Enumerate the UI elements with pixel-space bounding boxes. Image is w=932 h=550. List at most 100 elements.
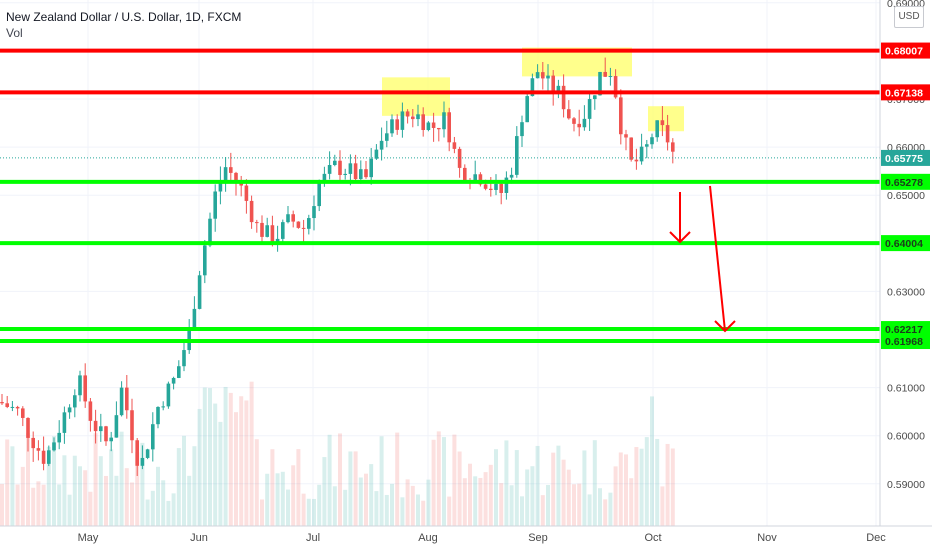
candle-body: [603, 71, 607, 77]
currency-button[interactable]: USD: [894, 6, 924, 28]
volume-bar: [275, 473, 280, 526]
volume-bar: [509, 485, 514, 526]
volume-bar: [124, 468, 129, 526]
volume-bar: [52, 436, 56, 526]
candle-body: [156, 406, 160, 425]
candle-body: [582, 118, 587, 128]
candle-body: [67, 407, 72, 413]
candle-body: [145, 449, 150, 458]
volume-bar: [265, 473, 270, 526]
candle-body: [312, 206, 316, 219]
candle-body: [421, 114, 425, 131]
candle-body: [270, 225, 275, 244]
volume-bar: [644, 437, 649, 526]
volume-bar: [494, 449, 498, 526]
volume-bar: [301, 493, 306, 526]
volume-bar: [384, 494, 389, 526]
candle-body: [587, 99, 592, 119]
volume-bar: [447, 496, 452, 526]
price-tick-label: 0.65000: [887, 190, 925, 202]
candle-body: [317, 183, 321, 207]
candle-body: [0, 402, 4, 404]
current-price-value: 0.65775: [885, 153, 923, 165]
volume-bar: [249, 381, 254, 526]
time-axis[interactable]: May Jun Jul Aug Sep Oct Nov Dec: [0, 525, 932, 550]
price-tick-label: 0.59000: [887, 479, 925, 491]
candle-body: [478, 174, 483, 185]
candle-body: [567, 109, 571, 119]
candle-body: [411, 116, 415, 120]
symbol-title[interactable]: New Zealand Dollar / U.S. Dollar, 1D, FX…: [6, 10, 242, 24]
volume-bar: [104, 475, 108, 526]
candle-body: [203, 245, 207, 276]
volume-bar: [572, 484, 576, 526]
price-axis-bg: [880, 0, 932, 550]
volume-bar: [5, 439, 10, 526]
level-tag-value: 0.67138: [885, 87, 923, 99]
down-arrow-head: [714, 320, 736, 333]
volume-bar: [306, 498, 311, 526]
candle-body: [431, 122, 436, 128]
volume-bar: [504, 440, 509, 526]
price-axis[interactable]: 0.690000.670000.660000.650000.630000.610…: [879, 0, 932, 550]
volume-bar: [150, 490, 155, 526]
volume-bar: [317, 484, 322, 526]
candle-body: [593, 95, 597, 100]
volume-bar: [88, 491, 93, 526]
volume-bar: [468, 463, 472, 526]
volume-bar: [598, 488, 602, 526]
candle-body: [213, 191, 217, 219]
volume-bar: [374, 491, 379, 526]
candle-body: [93, 420, 98, 432]
candle-body: [265, 225, 269, 237]
candle-body: [369, 158, 373, 178]
volume-bar: [400, 497, 405, 526]
volume-bar: [488, 464, 493, 526]
volume-bar: [20, 466, 25, 526]
candle-body: [400, 111, 405, 130]
candle-body: [343, 173, 347, 175]
month-tick-label: Sep: [528, 532, 548, 544]
volume-bar: [343, 489, 348, 526]
month-tick-label: Aug: [418, 532, 438, 544]
volume-bar: [161, 480, 166, 526]
time-axis-bg: [0, 526, 932, 550]
price-tick-label: 0.63000: [887, 286, 925, 298]
volume-bar: [520, 496, 524, 526]
candle-body: [577, 123, 581, 128]
candle-body: [551, 75, 555, 93]
candle-body: [177, 366, 181, 378]
level-tag-support: [881, 333, 930, 350]
candle-body: [281, 222, 285, 239]
volume-bar: [228, 392, 233, 526]
volume-bar: [421, 500, 426, 526]
volume-bar: [197, 408, 202, 526]
volume-bar: [353, 451, 358, 526]
candle-body: [249, 200, 254, 223]
volume-bar: [322, 457, 327, 526]
candle-body: [608, 76, 613, 78]
volume-bar: [514, 450, 519, 526]
candle-body: [390, 119, 394, 134]
volume-bar: [613, 466, 618, 526]
candle-body: [125, 387, 129, 411]
volume-bar: [176, 448, 181, 526]
candle-body: [504, 177, 509, 193]
candle-body: [613, 76, 618, 98]
candle-body: [36, 448, 41, 451]
candle-body: [639, 146, 644, 162]
volume-bar: [592, 440, 597, 526]
down-arrow-head: [669, 231, 691, 244]
volume-bar: [280, 471, 285, 526]
volume-bar: [327, 434, 332, 526]
volume-bar: [457, 451, 462, 526]
volume-bar: [78, 466, 82, 526]
candle-body: [109, 437, 113, 442]
candle-body: [520, 122, 524, 137]
volume-bar: [540, 495, 545, 526]
candle-body: [561, 85, 566, 110]
current-price-tag: [881, 149, 930, 166]
candle-body: [26, 417, 30, 438]
level-lines[interactable]: [0, 48, 880, 344]
